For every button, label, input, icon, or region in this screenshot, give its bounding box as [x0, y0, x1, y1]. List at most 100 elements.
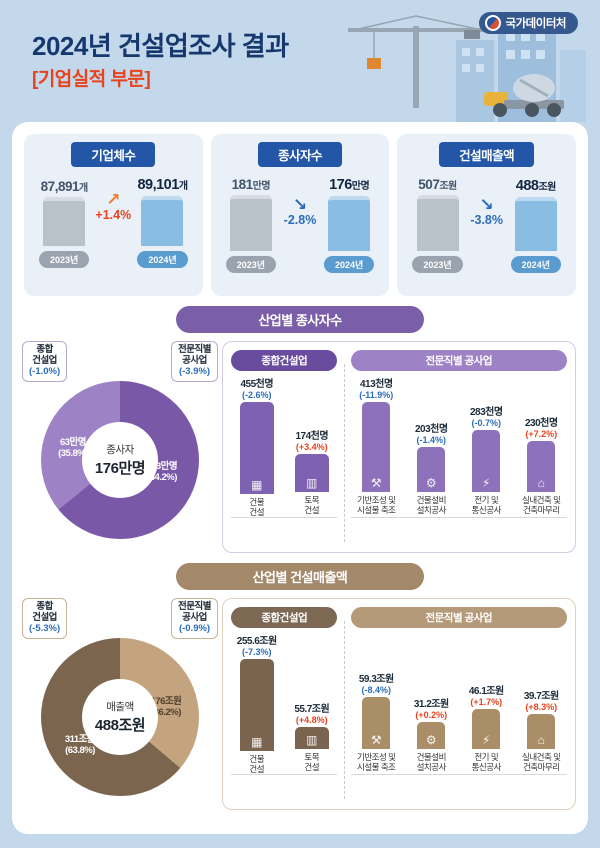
- donut-center: 종사자 176만명: [82, 422, 158, 498]
- bar-civil-engineering: 174천명 (+3.4%) ▥ 토목 건설: [294, 431, 329, 516]
- stat-title: 건설매출액: [439, 142, 535, 167]
- revenue-donut-chart: 311조원 (63.8%) 176조원 (36.2%) 매출액 488조원: [41, 638, 199, 796]
- group-title: 전문직별 공사업: [350, 350, 567, 371]
- stat-card-revenue: 건설매출액 507조원 2023년 ↘ -3.8% 488조원 2024년: [397, 134, 577, 296]
- section-title-revenue: 산업별 건설매출액: [176, 563, 424, 590]
- year-label-2023: 2023년: [225, 256, 276, 273]
- prev-value: 181만명: [231, 177, 271, 192]
- house-icon: ⌂: [537, 733, 545, 747]
- crane-icon: ⚒: [370, 733, 382, 747]
- change-percent: -3.8%: [470, 213, 503, 227]
- lightning-icon: ⚡: [482, 476, 491, 490]
- gear-icon: ⚙: [425, 733, 437, 747]
- curr-value: 488조원: [515, 178, 557, 194]
- donut-center: 매출액 488조원: [82, 679, 158, 755]
- change-percent: +1.4%: [95, 208, 132, 222]
- bar-2024: [141, 196, 184, 246]
- section-title-workers: 산업별 종사자수: [176, 306, 424, 333]
- curr-value: 89,101개: [137, 177, 188, 193]
- change-indicator: ↗ +1.4%: [94, 191, 132, 222]
- callout-general-construction: 종합 건설업 (-1.0%): [22, 341, 68, 382]
- segment-label-specialty: 113만명 (64.2%): [146, 461, 178, 484]
- page-title: 2024년 건설업조사 결과: [32, 31, 289, 61]
- callout-general-construction: 종합 건설업 (-5.3%): [22, 598, 68, 639]
- callout-change: (-3.9%): [178, 365, 211, 377]
- truck-icon: ▥: [306, 733, 318, 747]
- trend-down-arrow-icon: ↘: [479, 195, 494, 214]
- bar-equipment: 31.2조원 (+0.2%) ⚙ 건물설비 설치공사: [413, 699, 449, 773]
- revenue-bar-panel: 종합건설업 255.6조원 (-7.3%) ▦ 건물 건설 55.7조원 (+4.…: [222, 598, 576, 810]
- stat-title: 종사자수: [258, 142, 343, 167]
- header: 국가데이터처 2024년 건설업조사 결과 [기업실적 부문]: [12, 0, 588, 122]
- org-logo: 국가데이터처: [478, 12, 578, 34]
- bar-foundation: 413천명 (-11.9%) ⚒ 기반조성 및 시설물 축조: [357, 379, 396, 516]
- gear-icon: ⚙: [425, 476, 437, 490]
- group-title: 종합건설업: [231, 350, 338, 371]
- year-label-2023: 2023년: [412, 256, 463, 273]
- prev-value: 87,891개: [40, 179, 88, 194]
- bar-interior-finish: 230천명 (+7.2%) ⌂ 실내건축 및 건축마무리: [522, 418, 561, 516]
- workers-donut-chart: 63만명 (35.8%) 113만명 (64.2%) 종사자 176만명: [41, 381, 199, 539]
- crane-icon: ⚒: [370, 476, 382, 491]
- bar-2024: [514, 197, 557, 251]
- bar-building-construction: 255.6조원 (-7.3%) ▦ 건물 건설: [236, 636, 277, 774]
- stat-title: 기업체수: [71, 142, 156, 167]
- panel-divider: [343, 621, 345, 799]
- callout-change: (-0.9%): [178, 622, 211, 634]
- content-card: 기업체수 87,891개 2023년 ↗ +1.4% 89,101개 202: [12, 122, 588, 834]
- group-specialty-construction: 전문직별 공사업 413천명 (-11.9%) ⚒ 기반조성 및 시설물 축조 2…: [350, 350, 567, 546]
- group-title: 전문직별 공사업: [350, 607, 567, 628]
- trend-down-arrow-icon: ↘: [292, 195, 308, 214]
- revenue-section: 종합 건설업 (-5.3%) 전문직별 공사업 (-0.9%) 311조원 (63.8…: [22, 598, 576, 810]
- callout-change: (-1.0%): [29, 365, 61, 377]
- construction-illustration: [348, 15, 586, 122]
- group-general-construction: 종합건설업 255.6조원 (-7.3%) ▦ 건물 건설 55.7조원 (+4.…: [231, 607, 338, 803]
- bar-2023: [229, 195, 272, 251]
- org-name: 국가데이터처: [505, 18, 567, 30]
- year-label-2024: 2024년: [324, 256, 375, 273]
- revenue-donut-area: 종합 건설업 (-5.3%) 전문직별 공사업 (-0.9%) 311조원 (63.8…: [22, 598, 218, 810]
- truck-icon: ▥: [306, 476, 318, 490]
- bar-electric-telecom: 283천명 (-0.7%) ⚡ 전기 및 통신공사: [469, 407, 503, 516]
- segment-label-general: 311조원 (63.8%): [64, 734, 96, 757]
- change-indicator: ↘ -3.8%: [468, 196, 506, 227]
- page-subtitle: [기업실적 부문]: [32, 69, 151, 90]
- segment-label-specialty: 176조원 (36.2%): [150, 696, 182, 719]
- workers-donut-area: 종합 건설업 (-1.0%) 전문직별 공사업 (-3.9%) 63만명 (35.8%…: [22, 341, 218, 553]
- workers-bar-panel: 종합건설업 455천명 (-2.6%) ▦ 건물 건설 174천명 (+3.4%)…: [222, 341, 576, 553]
- lightning-icon: ⚡: [482, 733, 491, 747]
- callout-change: (-5.3%): [29, 622, 61, 634]
- summary-stats-row: 기업체수 87,891개 2023년 ↗ +1.4% 89,101개 202: [24, 134, 577, 296]
- bar-civil-engineering: 55.7조원 (+4.8%) ▥ 토목 건설: [294, 704, 330, 773]
- building-icon: ▦: [251, 477, 263, 492]
- bar-equipment: 203천명 (-1.4%) ⚙ 건물설비 설치공사: [414, 424, 448, 516]
- callout-specialty-construction: 전문직별 공사업 (-3.9%): [171, 341, 218, 382]
- year-label-2024: 2024년: [510, 256, 561, 273]
- bar-building-construction: 455천명 (-2.6%) ▦ 건물 건설: [239, 379, 274, 517]
- bar-foundation: 59.3조원 (-8.4%) ⚒ 기반조성 및 시설물 축조: [357, 674, 396, 773]
- bar-2024: [328, 196, 371, 251]
- workers-section: 종합 건설업 (-1.0%) 전문직별 공사업 (-3.9%) 63만명 (35.8%…: [22, 341, 576, 553]
- house-icon: ⌂: [537, 476, 545, 490]
- bar-2023: [43, 197, 86, 246]
- year-label-2024: 2024년: [137, 251, 188, 268]
- change-percent: -2.8%: [283, 213, 317, 227]
- year-label-2023: 2023년: [39, 251, 90, 268]
- group-specialty-construction: 전문직별 공사업 59.3조원 (-8.4%) ⚒ 기반조성 및 시설물 축조 3…: [350, 607, 567, 803]
- group-title: 종합건설업: [231, 607, 338, 628]
- callout-specialty-construction: 전문직별 공사업 (-0.9%): [171, 598, 218, 639]
- trend-up-arrow-icon: ↗: [106, 190, 121, 209]
- group-general-construction: 종합건설업 455천명 (-2.6%) ▦ 건물 건설 174천명 (+3.4%)…: [231, 350, 338, 546]
- government-emblem-icon: [484, 15, 501, 31]
- stat-card-companies: 기업체수 87,891개 2023년 ↗ +1.4% 89,101개 202: [24, 134, 203, 296]
- panel-divider: [343, 364, 345, 542]
- curr-value: 176만명: [329, 177, 370, 193]
- bar-2023: [416, 195, 459, 251]
- stat-card-workers: 종사자수 181만명 2023년 ↘ -2.8% 176만명 2024년: [210, 134, 390, 296]
- building-icon: ▦: [251, 734, 263, 749]
- bar-electric-telecom: 46.1조원 (+1.7%) ⚡ 전기 및 통신공사: [468, 686, 504, 773]
- segment-label-general: 63만명 (35.8%): [58, 437, 88, 460]
- prev-value: 507조원: [418, 177, 457, 192]
- bar-interior-finish: 39.7조원 (+8.3%) ⌂ 실내건축 및 건축마무리: [522, 691, 561, 773]
